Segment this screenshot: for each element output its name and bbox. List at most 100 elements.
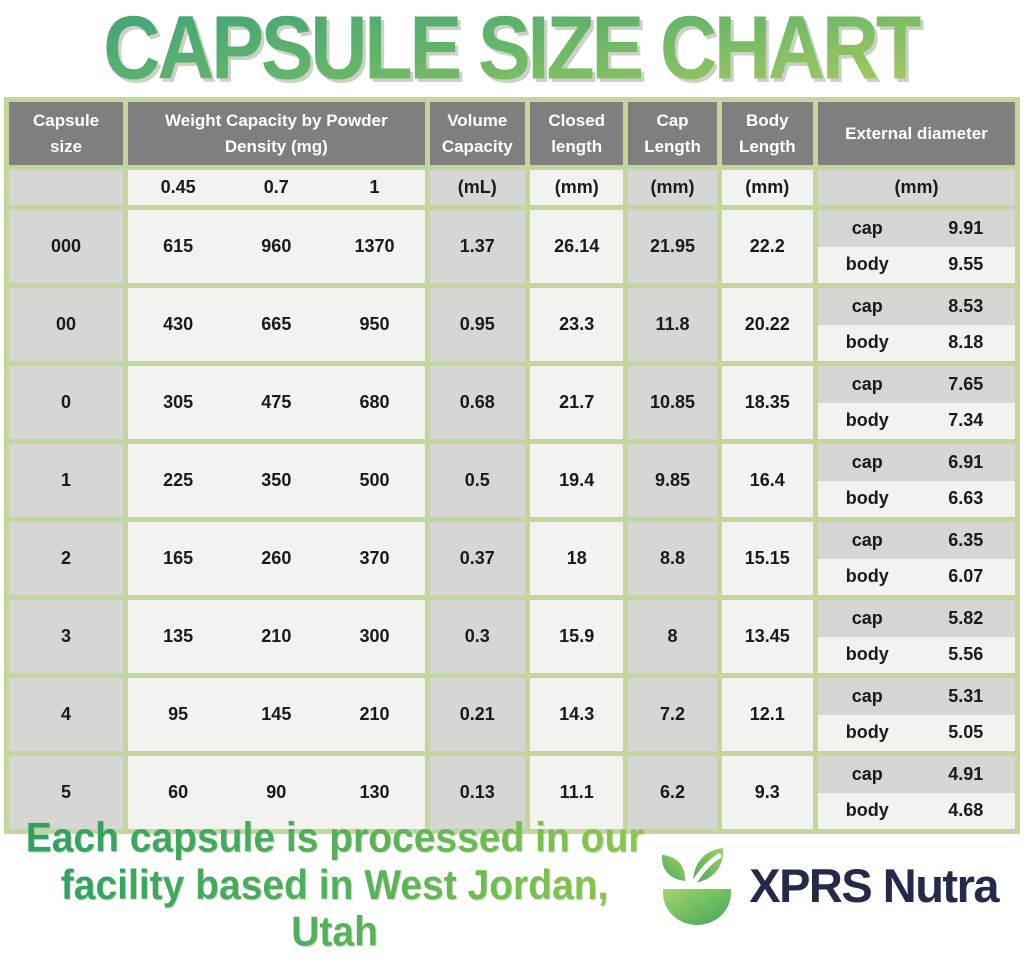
weight-value-1: 680 [359,392,390,412]
page-title: CAPSULE SIZE CHART [103,0,924,99]
footer-tagline-line1: Each capsule is processed in our [25,814,644,861]
body-label: body [845,800,889,821]
capsule-size-cell: 4 [3,673,129,756]
weight-value-1: 1370 [354,236,395,256]
capsule-size-table: Capsule size Weight Capacity by Powder D… [3,97,1021,834]
external-body-subrow: body 5.05 [817,714,1015,751]
table-row: 1 225 350 500 0.5 19.4 9.85 16.4 cap 6.9… [3,439,1021,522]
volume-cell: 1.37 [424,205,531,288]
external-body-subrow: body 9.55 [817,246,1015,283]
unit-cap: (mm) [623,165,722,210]
weight-value-07: 260 [261,548,292,568]
external-cap-subrow: cap 9.91 [817,210,1015,247]
weight-value-07: 475 [261,392,292,412]
cap-diameter-value: 8.53 [948,295,984,316]
weight-value-1: 500 [359,470,390,490]
cap-label: cap [851,529,883,550]
subheader-densities: 0.45 0.7 1 [123,165,430,210]
table-row: 00 430 665 950 0.95 23.3 11.8 20.22 cap … [3,283,1021,366]
table-row: 3 135 210 300 0.3 15.9 8 13.45 cap 5.82 … [3,595,1021,678]
external-cap-subrow: cap 5.31 [817,678,1015,715]
external-cap-subrow: cap 6.91 [817,444,1015,481]
title-bar: CAPSULE SIZE CHART [0,0,1024,97]
body-label: body [845,566,889,587]
weight-capacity-cell: 135 210 300 [123,595,430,678]
external-diameter-cell: cap 8.53 body 8.18 [812,283,1021,366]
capsule-size-cell: 0 [3,361,129,444]
closed-length-cell: 26.14 [524,205,629,288]
body-diameter-value: 8.18 [948,332,984,353]
external-body-subrow: body 7.34 [817,402,1015,439]
capsule-size-cell: 5 [3,751,129,834]
capsule-size-cell: 000 [3,205,129,288]
cap-length-cell: 6.2 [623,751,722,834]
closed-length-cell: 18 [524,517,629,600]
cap-length-cell: 11.8 [623,283,722,366]
body-diameter-value: 9.55 [948,254,984,275]
capsule-size-cell: 2 [3,517,129,600]
subheader-row: 0.45 0.7 1 (mL) (mm) (mm) (mm) (mm) [3,165,1021,210]
external-cap-subrow: cap 6.35 [817,522,1015,559]
cap-length-cell: 10.85 [623,361,722,444]
header-weight-capacity: Weight Capacity by Powder Density (mg) [123,97,430,170]
body-diameter-value: 4.68 [948,800,984,821]
external-cap-subrow: cap 8.53 [817,288,1015,325]
weight-value-07: 350 [261,470,292,490]
body-length-cell: 15.15 [716,517,818,600]
header-cap-length: Cap Length [623,97,722,170]
weight-value-045: 305 [163,392,194,412]
cap-length-cell: 8 [623,595,722,678]
body-length-cell: 9.3 [716,751,818,834]
volume-cell: 0.3 [424,595,531,678]
cap-diameter-value: 5.31 [948,685,984,706]
body-length-cell: 18.35 [716,361,818,444]
weight-capacity-cell: 60 90 130 [123,751,430,834]
weight-capacity-cell: 430 665 950 [123,283,430,366]
mortar-leaves-icon [662,848,732,925]
cap-length-cell: 8.8 [623,517,722,600]
cap-label: cap [851,685,883,706]
weight-value-045: 225 [163,470,194,490]
weight-value-045: 430 [163,314,194,334]
weight-value-045: 165 [163,548,194,568]
weight-value-045: 95 [168,704,189,724]
footer-tagline-line2: facility based in West Jordan, Utah [60,861,609,956]
cap-label: cap [851,373,883,394]
body-length-cell: 16.4 [716,439,818,522]
weight-value-1: 130 [359,782,390,802]
body-diameter-value: 6.63 [948,488,984,509]
table-row: 5 60 90 130 0.13 11.1 6.2 9.3 cap 4.91 b… [3,751,1021,834]
closed-length-cell: 11.1 [524,751,629,834]
body-length-cell: 12.1 [716,673,818,756]
cap-label: cap [851,607,883,628]
subheader-empty [3,165,129,210]
external-body-subrow: body 6.07 [817,558,1015,595]
external-body-subrow: body 8.18 [817,324,1015,361]
body-length-cell: 22.2 [716,205,818,288]
body-length-cell: 20.22 [716,283,818,366]
table-row: 000 615 960 1370 1.37 26.14 21.95 22.2 c… [3,205,1021,288]
weight-value-045: 135 [163,626,194,646]
unit-closed: (mm) [524,165,629,210]
density-1: 1 [369,177,380,197]
unit-volume: (mL) [424,165,531,210]
header-body-length: Body Length [716,97,818,170]
capsule-size-cell: 00 [3,283,129,366]
body-label: body [845,722,889,743]
cap-label: cap [851,763,883,784]
header-volume-capacity: Volume Capacity [424,97,531,170]
unit-body: (mm) [716,165,818,210]
table-row: 2 165 260 370 0.37 18 8.8 15.15 cap 6.35… [3,517,1021,600]
density-07: 0.7 [263,177,289,197]
density-045: 0.45 [160,177,196,197]
external-body-subrow: body 6.63 [817,480,1015,517]
weight-value-07: 960 [261,236,292,256]
weight-capacity-cell: 305 475 680 [123,361,430,444]
external-diameter-cell: cap 9.91 body 9.55 [812,205,1021,288]
body-diameter-value: 7.34 [948,410,984,431]
cap-label: cap [851,295,883,316]
weight-value-07: 90 [266,782,287,802]
weight-value-1: 300 [359,626,390,646]
body-label: body [845,410,889,431]
weight-capacity-cell: 225 350 500 [123,439,430,522]
